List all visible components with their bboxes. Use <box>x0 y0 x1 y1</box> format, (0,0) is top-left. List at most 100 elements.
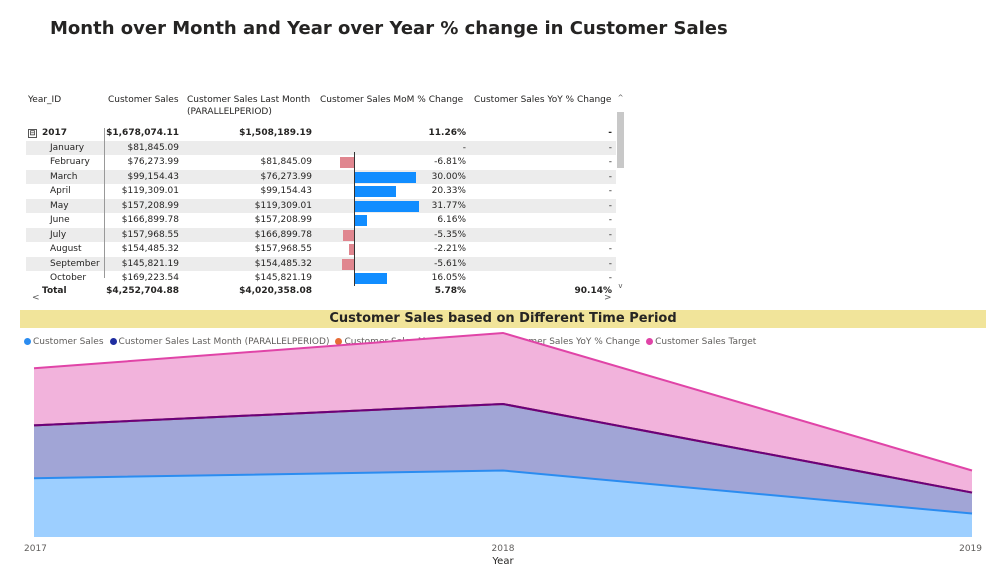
mom-data-bar <box>342 258 354 270</box>
cell-customer-sales: $157,968.55 <box>121 229 179 240</box>
sales-matrix-table[interactable]: Year_ID Customer Sales Customer Sales La… <box>26 92 626 304</box>
row-label: March <box>50 171 78 182</box>
legend-item[interactable]: Customer Sales Last Month (PARALLELPERIO… <box>109 337 330 347</box>
legend-dot-icon <box>646 338 654 345</box>
total-mom-change: 5.78% <box>434 285 466 296</box>
table-row[interactable]: February $76,273.99 $81,845.09 -6.81% - <box>26 155 616 170</box>
row-label: January <box>50 142 85 153</box>
cell-customer-sales: $145,821.19 <box>121 258 179 269</box>
cell-last-month: $166,899.78 <box>254 229 312 240</box>
mom-data-bar <box>354 215 367 226</box>
cell-mom-change: - <box>462 142 466 153</box>
cell-mom-change: -5.35% <box>434 229 466 240</box>
horizontal-scrollbar[interactable]: < > <box>26 293 616 304</box>
series-line-customer-sales <box>33 469 973 515</box>
mom-data-bar <box>349 244 354 255</box>
table-row[interactable]: May $157,208.99 $119,309.01 31.77% - <box>26 198 616 213</box>
cell-last-month: $76,273.99 <box>260 171 312 182</box>
header-mom-change[interactable]: Customer Sales MoM % Change <box>320 95 464 105</box>
scroll-up-icon[interactable]: ^ <box>617 94 624 102</box>
table-row[interactable]: January $81,845.09 - - <box>26 140 616 155</box>
cell-last-month: $1,508,189.19 <box>239 128 312 138</box>
cell-yoy-change: - <box>608 142 612 153</box>
legend-label: Customer Sales YoY % Change <box>502 337 641 347</box>
vertical-scrollbar[interactable]: ^ v <box>616 92 625 292</box>
cell-mom-change: 11.26% <box>428 128 467 138</box>
cell-mom-change: 16.05% <box>431 273 466 283</box>
table-row[interactable]: ⊟ 2017 $1,678,074.11 $1,508,189.19 11.26% - <box>26 126 616 141</box>
chart-title: Customer Sales based on Different Time P… <box>20 310 986 328</box>
table-row[interactable]: April $119,309.01 $99,154.43 20.33% - <box>26 184 616 199</box>
row-label: June <box>50 215 70 225</box>
mom-data-bar <box>354 171 416 183</box>
scroll-thumb[interactable] <box>617 112 624 168</box>
cell-mom-change: -5.61% <box>434 258 466 269</box>
total-row[interactable]: Total $4,252,704.88 $4,020,358.08 5.78% 90.1… <box>26 284 616 299</box>
mom-data-bar <box>354 200 420 212</box>
row-label: May <box>50 200 69 211</box>
cell-yoy-change: - <box>608 171 612 182</box>
cell-mom-change: 30.00% <box>431 171 466 182</box>
cell-mom-change: 6.16% <box>437 215 466 225</box>
cell-last-month: $81,845.09 <box>260 157 312 167</box>
row-label: September <box>50 258 100 269</box>
cell-customer-sales: $1,678,074.11 <box>106 128 179 138</box>
cell-customer-sales: $154,485.32 <box>121 244 179 254</box>
legend-item[interactable]: Customer Sales Target <box>646 337 756 347</box>
table-row[interactable]: March $99,154.43 $76,273.99 30.00% - <box>26 169 616 184</box>
scroll-left-icon[interactable]: < <box>32 293 40 303</box>
cell-customer-sales: $119,309.01 <box>121 186 179 196</box>
legend-dot-icon <box>335 338 343 345</box>
page-title: Month over Month and Year over Year % ch… <box>50 18 728 39</box>
cell-yoy-change: - <box>608 157 612 167</box>
cell-last-month: $119,309.01 <box>254 200 312 211</box>
header-last-month[interactable]: Customer Sales Last Month (PARALLELPERIO… <box>187 94 310 118</box>
scroll-down-icon[interactable]: v <box>618 282 623 290</box>
cell-customer-sales: $169,223.54 <box>121 273 179 283</box>
table-row[interactable]: August $154,485.32 $157,968.55 -2.21% - <box>26 242 616 257</box>
row-label: August <box>50 244 82 254</box>
row-label: October <box>50 273 87 283</box>
row-label: July <box>50 229 67 240</box>
cell-customer-sales: $157,208.99 <box>121 200 179 211</box>
bar-zero-axis <box>354 152 355 286</box>
header-last-month-label: Customer Sales Last Month <box>187 95 311 105</box>
table-row[interactable]: October $169,223.54 $145,821.19 16.05% - <box>26 271 616 286</box>
legend-item[interactable]: Customer Sales <box>24 337 104 347</box>
mom-data-bar <box>343 229 354 241</box>
cell-customer-sales: $81,845.09 <box>127 142 179 153</box>
header-year-id[interactable]: Year_ID <box>28 95 62 105</box>
mom-data-bar <box>354 273 387 284</box>
collapse-icon[interactable]: ⊟ <box>28 129 37 138</box>
x-tick-label: 2019 <box>959 544 982 554</box>
table-row[interactable]: September $145,821.19 $154,485.32 -5.61% - <box>26 256 616 271</box>
total-label: Total <box>42 285 67 296</box>
scroll-right-icon[interactable]: > <box>604 293 612 303</box>
cell-yoy-change: - <box>608 273 612 283</box>
cell-mom-change: -6.81% <box>434 157 466 167</box>
table-row[interactable]: July $157,968.55 $166,899.78 -5.35% - <box>26 227 616 242</box>
total-customer-sales: $4,252,704.88 <box>106 285 179 296</box>
total-yoy-change: 90.14% <box>574 285 613 296</box>
header-customer-sales[interactable]: Customer Sales <box>108 95 179 105</box>
legend-label: Customer Sales Target <box>655 337 757 347</box>
cell-last-month: $154,485.32 <box>254 258 312 269</box>
header-yoy-change[interactable]: Customer Sales YoY % Change <box>474 95 612 105</box>
x-tick-label: 2017 <box>24 544 47 554</box>
series-line-customer-sales-target <box>33 331 973 472</box>
legend-label: Customer Sales Last Month (PARALLELPERIO… <box>118 337 330 347</box>
cell-yoy-change: - <box>608 258 612 269</box>
table-row[interactable]: June $166,899.78 $157,208.99 6.16% - <box>26 213 616 228</box>
cell-mom-change: 20.33% <box>431 186 466 196</box>
cell-yoy-change: - <box>608 128 612 138</box>
area-customer-sales-target <box>34 332 972 493</box>
matrix-header: Year_ID Customer Sales Customer Sales La… <box>26 92 616 122</box>
area-customer-sales-last-month-parallelperiod- <box>34 404 972 514</box>
cell-yoy-change: - <box>608 200 612 211</box>
legend-label: Customer Sales <box>33 337 104 347</box>
cell-customer-sales: $166,899.78 <box>121 215 179 225</box>
cell-mom-change: -2.21% <box>434 244 466 254</box>
area-customer-sales <box>34 470 972 537</box>
row-header-divider <box>104 128 105 278</box>
